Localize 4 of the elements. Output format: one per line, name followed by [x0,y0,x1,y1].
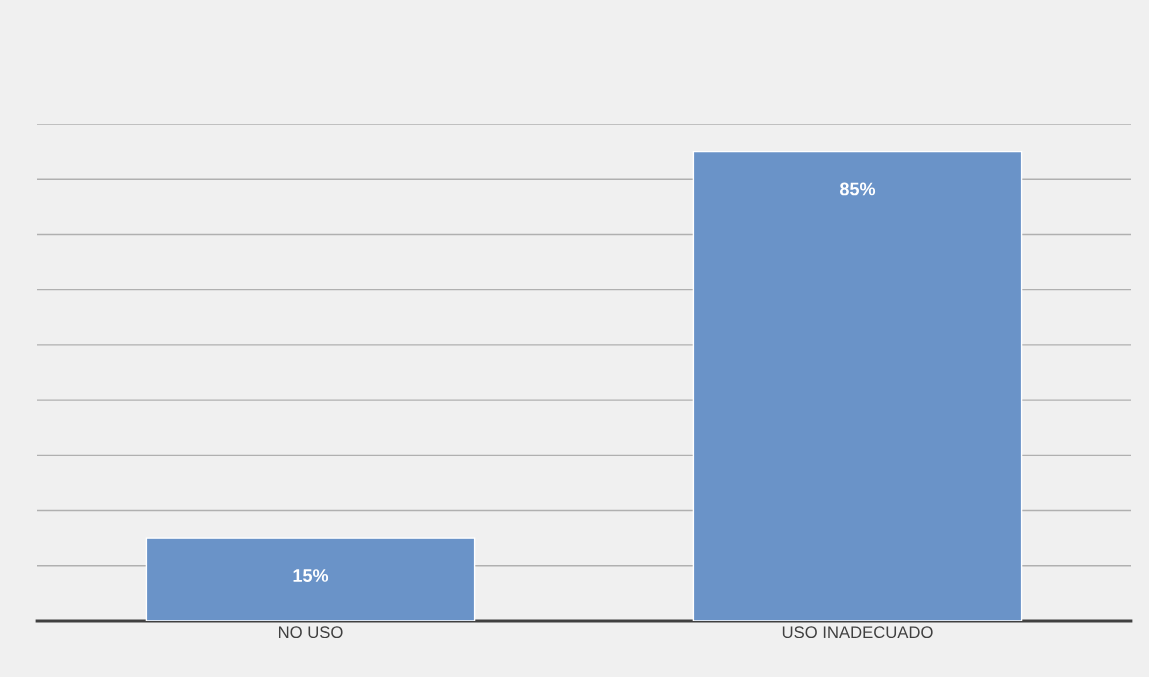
x-tick-label: USO INADECUADO [782,626,933,639]
data-label: 15% [293,569,329,582]
x-tick-label: NO USO [278,626,343,639]
data-label: 85% [840,182,876,196]
